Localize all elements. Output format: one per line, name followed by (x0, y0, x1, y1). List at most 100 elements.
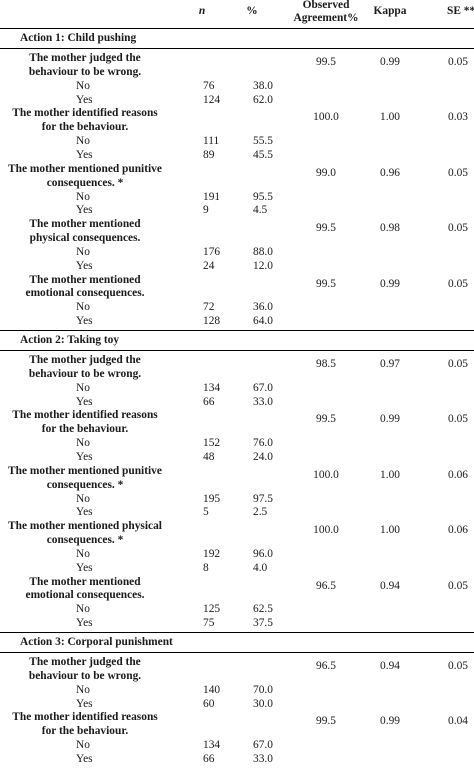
percent-value: 33.0 (253, 752, 273, 765)
row-label: Yes (76, 204, 93, 217)
agreement-value: 98.5 (316, 358, 336, 370)
kappa-value: 0.99 (380, 277, 400, 290)
question-line-2: consequences. * (46, 176, 124, 189)
se-value: 0.05 (448, 166, 468, 179)
header-percent: % (246, 5, 258, 17)
se-value: 0.05 (448, 579, 468, 592)
kappa-value: 0.99 (380, 413, 400, 426)
se-value: 0.05 (448, 660, 468, 672)
percent-value: 67.0 (253, 381, 273, 394)
question-line-2: physical consequences. (29, 232, 141, 245)
question-line-1: The mother judged the (29, 656, 141, 668)
se-value: 0.05 (448, 358, 468, 370)
kappa-value: 1.00 (380, 524, 400, 537)
n-value: 66 (203, 752, 215, 765)
n-value: 24 (203, 259, 215, 272)
row-label: Yes (76, 506, 93, 519)
percent-value: 95.5 (253, 190, 273, 203)
se-value: 0.06 (448, 524, 468, 537)
n-value: 111 (203, 135, 220, 148)
n-value: 9 (203, 204, 209, 217)
percent-value: 97.5 (253, 492, 273, 505)
percent-value: 64.0 (253, 315, 273, 328)
percent-value: 88.0 (253, 245, 273, 258)
n-value: 72 (203, 301, 215, 314)
section-title: Action 2: Taking toy (20, 334, 120, 346)
section-rule (0, 330, 474, 331)
kappa-value: 0.99 (380, 56, 400, 68)
question-line-1: The mother mentioned punitive (8, 162, 162, 175)
header-n: n (198, 5, 206, 17)
section-title-rule (0, 48, 474, 49)
se-value: 0.06 (448, 468, 468, 481)
n-value: 66 (203, 395, 215, 408)
n-value: 89 (203, 148, 215, 161)
row-label: No (76, 492, 90, 505)
n-value: 128 (203, 315, 221, 328)
n-value: 48 (203, 450, 215, 463)
se-value: 0.05 (448, 413, 468, 426)
question-line-1: The mother mentioned (29, 273, 141, 286)
row-label: No (76, 547, 90, 560)
percent-value: 36.0 (253, 301, 273, 314)
question-line-1: The mother mentioned (29, 218, 141, 231)
row-label: No (76, 437, 90, 450)
n-value: 124 (203, 93, 221, 106)
n-value: 191 (203, 190, 221, 203)
percent-value: 4.5 (253, 204, 268, 217)
question-line-1: The mother mentioned physical (8, 520, 162, 533)
row-label: Yes (76, 450, 93, 463)
row-label: Yes (76, 561, 93, 574)
question-line-2: for the behaviour. (41, 423, 129, 436)
row-label: No (76, 603, 90, 616)
percent-value: 45.5 (253, 148, 273, 161)
percent-value: 4.0 (253, 561, 268, 574)
n-value: 75 (203, 617, 215, 630)
n-value: 152 (203, 437, 221, 450)
question-line-2: consequences. * (46, 534, 124, 547)
percent-value: 24.0 (253, 450, 273, 463)
question-line-1: The mother mentioned (29, 575, 141, 588)
percent-value: 62.0 (253, 93, 273, 106)
question-line-2: behaviour to be wrong. (28, 65, 142, 78)
percent-value: 62.5 (253, 603, 273, 616)
se-value: 0.05 (448, 222, 468, 235)
row-label: No (76, 190, 90, 203)
row-label: No (76, 245, 90, 258)
agreement-value: 96.5 (316, 579, 336, 592)
percent-value: 38.0 (253, 79, 273, 92)
row-label: Yes (76, 395, 93, 408)
question-line-2: behaviour to be wrong. (28, 367, 142, 380)
se-value: 0.05 (448, 277, 468, 290)
question-line-1: The mother identified reasons (12, 711, 158, 724)
se-value: 0.04 (448, 715, 468, 728)
percent-value: 76.0 (253, 437, 273, 450)
n-value: 60 (203, 697, 215, 710)
question-line-2: behaviour to be wrong. (28, 669, 142, 682)
question-line-2: for the behaviour. (41, 121, 129, 134)
row-label: Yes (76, 752, 93, 765)
n-value: 8 (203, 561, 209, 574)
n-value: 195 (203, 492, 221, 505)
question-line-2: for the behaviour. (41, 725, 129, 738)
row-label: No (76, 739, 90, 752)
n-value: 140 (203, 683, 221, 696)
percent-value: 30.0 (253, 697, 273, 710)
agreement-value: 100.0 (313, 524, 339, 537)
percent-value: 67.0 (253, 739, 273, 752)
section-rule (0, 632, 474, 633)
se-value: 0.05 (448, 56, 468, 68)
percent-value: 70.0 (253, 683, 273, 696)
agreement-value: 99.0 (316, 166, 336, 179)
agreement-value: 99.5 (316, 222, 336, 235)
kappa-value: 1.00 (380, 111, 400, 124)
agreement-value: 96.5 (316, 660, 336, 672)
agreement-value: 100.0 (313, 468, 339, 481)
percent-value: 55.5 (253, 135, 273, 148)
n-value: 192 (203, 547, 221, 560)
question-line-1: The mother judged the (29, 354, 141, 366)
se-value: 0.03 (448, 111, 468, 124)
agreement-value: 99.5 (316, 56, 336, 68)
header-kappa: Kappa (373, 5, 407, 17)
kappa-value: 1.00 (380, 468, 400, 481)
